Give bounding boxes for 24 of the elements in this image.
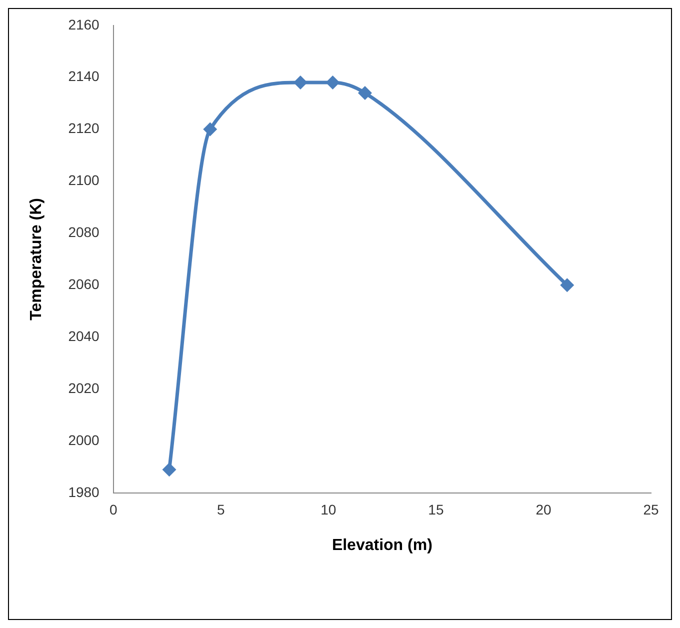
point xyxy=(293,76,308,90)
y-axis-title: Temperature (K) xyxy=(28,198,46,320)
x-tick-label: 15 xyxy=(428,501,444,518)
y-tick-label: 2120 xyxy=(68,120,100,136)
x-tick-label: 20 xyxy=(536,501,552,518)
x-tick-label: 5 xyxy=(216,501,225,518)
point xyxy=(358,86,372,100)
point xyxy=(203,122,218,136)
y-tick-label: 2020 xyxy=(68,380,100,396)
point xyxy=(560,278,574,292)
x-tick-label: 0 xyxy=(109,501,118,518)
y-tick-label: 2080 xyxy=(68,224,100,240)
y-tick-label: 2040 xyxy=(68,328,100,344)
point xyxy=(326,76,340,90)
y-tick-label: 2140 xyxy=(68,68,100,84)
y-tick-label: 2100 xyxy=(68,172,100,188)
y-tick-label: 2000 xyxy=(68,432,100,448)
point xyxy=(162,462,176,477)
x-tick-label: 25 xyxy=(643,501,659,518)
y-tick-label: 2160 xyxy=(68,16,100,32)
y-tick-label: 1980 xyxy=(68,484,100,500)
x-tick-label: 10 xyxy=(320,501,336,518)
x-axis-title: Elevation (m) xyxy=(332,536,432,554)
y-tick-label: 2060 xyxy=(68,276,100,292)
